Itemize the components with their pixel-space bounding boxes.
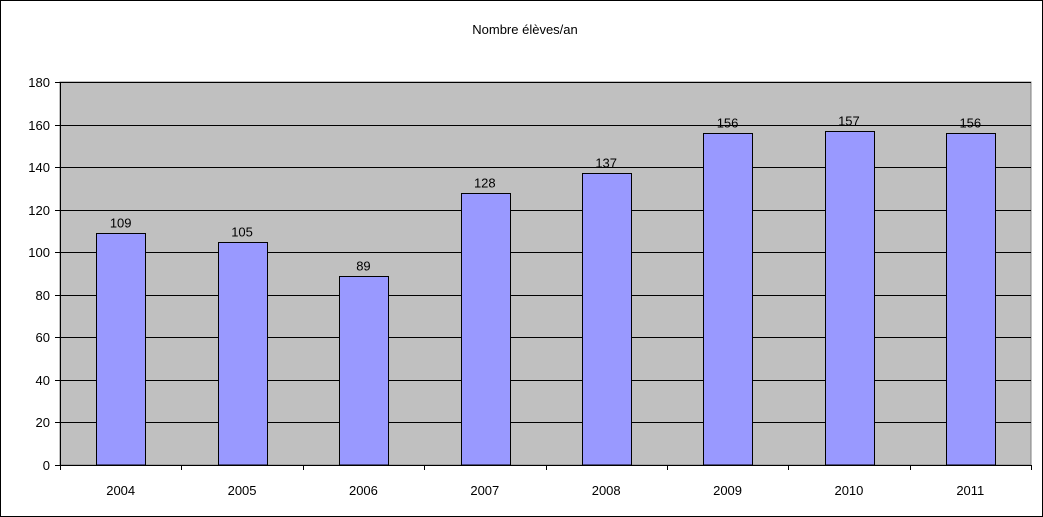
y-tick-label: 60 xyxy=(36,330,50,345)
bar xyxy=(703,133,753,466)
x-tick-label: 2010 xyxy=(834,483,863,498)
x-tick-label: 2004 xyxy=(106,483,135,498)
data-label: 137 xyxy=(595,156,617,171)
data-label: 128 xyxy=(474,176,496,191)
x-tick-label: 2006 xyxy=(349,483,378,498)
y-tick-label: 160 xyxy=(28,118,50,133)
y-axis-tick-labels: 0 20 40 60 80 100 120 140 160 180 xyxy=(28,75,50,473)
data-label: 156 xyxy=(717,116,739,131)
y-tick-label: 100 xyxy=(28,245,50,260)
bars xyxy=(96,131,996,466)
axes xyxy=(55,82,1032,470)
data-label: 89 xyxy=(356,259,370,274)
x-tick-label: 2005 xyxy=(228,483,257,498)
y-tick-label: 20 xyxy=(36,415,50,430)
y-tick-label: 80 xyxy=(36,288,50,303)
data-label: 105 xyxy=(231,225,253,240)
x-tick-label: 2011 xyxy=(956,483,984,498)
bar xyxy=(946,133,996,466)
data-label: 109 xyxy=(110,216,132,231)
plot-area xyxy=(59,81,1032,466)
x-tick-label: 2008 xyxy=(592,483,621,498)
y-tick-label: 40 xyxy=(36,373,50,388)
data-label: 156 xyxy=(959,116,981,131)
bar xyxy=(339,276,389,466)
data-label: 157 xyxy=(838,114,860,129)
y-tick-label: 0 xyxy=(43,458,50,473)
bar xyxy=(825,131,875,466)
y-tick-label: 140 xyxy=(28,160,50,175)
bar xyxy=(96,233,146,466)
y-tick-label: 180 xyxy=(28,75,50,90)
x-tick-label: 2009 xyxy=(713,483,742,498)
bar xyxy=(582,173,632,466)
bar xyxy=(218,242,268,466)
data-labels: 109 105 89 128 137 156 157 156 xyxy=(110,114,981,274)
y-tick-label: 120 xyxy=(28,203,50,218)
x-axis-tick-labels: 2004 2005 2006 2007 2008 2009 2010 2011 xyxy=(106,483,984,498)
bar xyxy=(461,193,511,466)
x-tick-label: 2007 xyxy=(470,483,499,498)
chart-title: Nombre élèves/an xyxy=(472,22,578,37)
